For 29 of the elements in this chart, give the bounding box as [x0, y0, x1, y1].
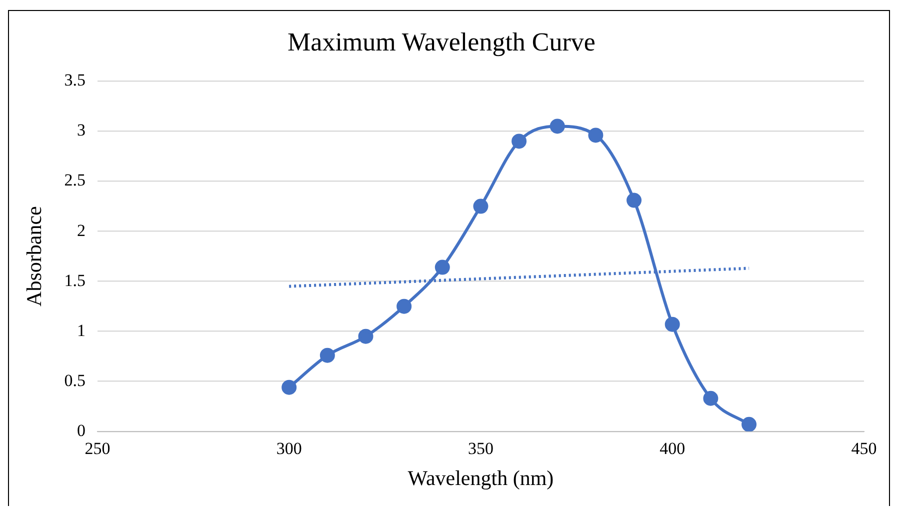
x-tick-label: 300 — [276, 439, 302, 458]
x-tick-label: 450 — [851, 439, 877, 458]
point — [358, 328, 374, 344]
x-tick-label: 350 — [468, 439, 494, 458]
y-axis-title: Absorbance — [22, 206, 46, 306]
point — [664, 316, 680, 332]
y-tick-label: 3.5 — [64, 70, 86, 90]
y-tick-label: 3 — [76, 120, 86, 140]
y-tick-label: 0.5 — [64, 370, 86, 390]
y-tick-label: 2.5 — [64, 170, 86, 190]
point — [588, 128, 604, 143]
x-axis-title: Wavelength (nm) — [408, 466, 554, 490]
x-tick-label: 400 — [660, 439, 686, 458]
y-tick-label: 0 — [76, 420, 86, 440]
y-tick-label: 2 — [76, 220, 86, 240]
point — [396, 298, 412, 314]
y-tick-label: 1 — [76, 320, 86, 340]
point — [703, 390, 718, 406]
point — [512, 134, 527, 149]
point — [473, 198, 488, 214]
point — [626, 192, 642, 208]
point — [320, 348, 335, 363]
point — [742, 416, 757, 432]
point — [282, 380, 297, 395]
chart-title: Maximum Wavelength Curve — [288, 27, 596, 56]
point — [434, 260, 450, 275]
x-tick-label: 250 — [84, 439, 110, 458]
y-tick-label: 1.5 — [64, 270, 86, 290]
point — [550, 118, 565, 134]
